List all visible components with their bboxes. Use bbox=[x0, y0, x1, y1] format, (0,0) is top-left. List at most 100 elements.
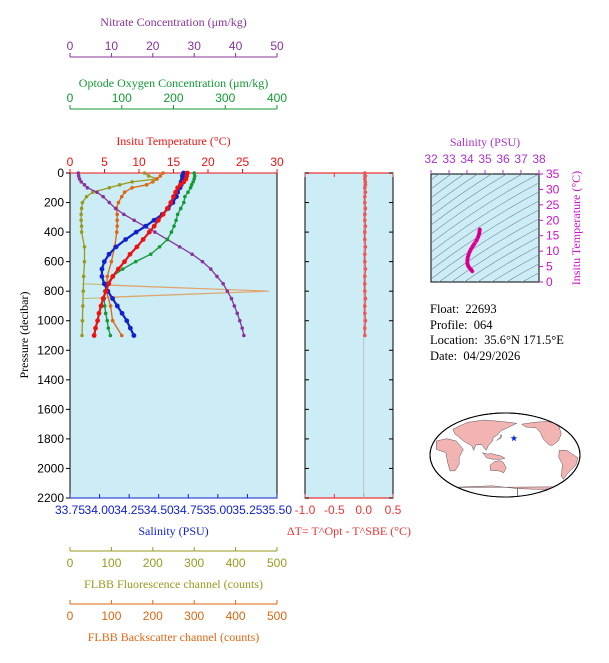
nitrate-tick-label: 30 bbox=[188, 39, 202, 53]
ts-salinity-tick-label: 34 bbox=[460, 152, 474, 166]
backscatter-tick-label: 100 bbox=[101, 609, 121, 623]
delta-t-data-point bbox=[363, 177, 367, 181]
ts-plot-area bbox=[430, 173, 540, 283]
pressure-tick-label: 1200 bbox=[37, 343, 64, 357]
oxygen-data-point bbox=[183, 194, 187, 199]
nitrate-tick-label: 10 bbox=[105, 39, 119, 53]
fluorescence-data-point bbox=[146, 174, 151, 178]
fluorescence-data-point bbox=[82, 245, 87, 249]
salinity-data-point bbox=[127, 325, 133, 331]
ts-temperature-tick-label: 20 bbox=[546, 213, 560, 227]
backscatter-data-point bbox=[119, 194, 124, 199]
oxygen-data-point bbox=[189, 183, 194, 187]
temperature-data-point bbox=[134, 244, 140, 250]
temperature-data-point bbox=[98, 303, 104, 309]
backscatter-data-point bbox=[110, 318, 115, 323]
pressure-tick-label: 1400 bbox=[37, 373, 64, 387]
delta-t-data-point bbox=[363, 190, 368, 195]
oxygen-data-point bbox=[120, 267, 125, 271]
ts-salinity-axis-label: Salinity (PSU) bbox=[450, 135, 520, 149]
temperature-data-point bbox=[155, 217, 161, 223]
backscatter-data-point bbox=[115, 218, 119, 223]
salinity-data-point bbox=[106, 251, 112, 257]
backscatter-data-point bbox=[122, 190, 127, 195]
ts-temperature-tick-label: 35 bbox=[546, 167, 560, 181]
density-contour-line bbox=[431, 191, 539, 262]
nitrate-data-point bbox=[132, 218, 136, 223]
density-contours bbox=[431, 174, 539, 282]
nitrate-data-point bbox=[85, 185, 90, 190]
fluorescence-data-point bbox=[107, 185, 112, 190]
backscatter-data-point bbox=[116, 200, 121, 205]
backscatter-tick-label: 500 bbox=[267, 609, 287, 623]
float-row: Float: 22693 bbox=[430, 302, 564, 318]
pressure-tick-label: 0 bbox=[57, 166, 64, 180]
land-polygon bbox=[481, 452, 506, 460]
fluorescence-data-point bbox=[80, 333, 84, 338]
oxygen-data-point bbox=[106, 326, 111, 330]
delta-t-data-point bbox=[363, 194, 367, 199]
oxygen-tick-label: 0 bbox=[67, 91, 74, 105]
profile-panel: 0200400600800100012001400160018002000220… bbox=[17, 15, 292, 644]
delta-t-data-point bbox=[363, 206, 368, 211]
ts-temperature-tick-label: 10 bbox=[546, 244, 560, 258]
fluorescence-data-point bbox=[130, 180, 134, 184]
delta-t-data-point bbox=[363, 180, 368, 184]
pressure-tick-label: 2000 bbox=[37, 461, 64, 475]
nitrate-data-point bbox=[177, 245, 182, 249]
delta-t-data-point bbox=[363, 267, 368, 271]
temperature-data-point bbox=[175, 185, 181, 191]
ts-temperature-tick-label: 5 bbox=[546, 260, 553, 274]
temperature-data-point bbox=[171, 194, 176, 200]
ts-salinity-tick-label: 38 bbox=[532, 152, 546, 166]
salinity-data-point bbox=[151, 217, 157, 223]
salinity-data-point bbox=[114, 303, 120, 309]
density-contour-line bbox=[431, 174, 539, 244]
ts-temperature-tick-label: 0 bbox=[546, 275, 553, 289]
delta-t-data-point bbox=[363, 326, 367, 330]
oxygen-data-point bbox=[188, 185, 193, 190]
nitrate-data-point bbox=[153, 230, 157, 234]
backscatter-data-point bbox=[161, 171, 165, 175]
salinity-tick-label: 34.75 bbox=[173, 503, 203, 517]
temperature-axis-label: Insitu Temperature (°C) bbox=[116, 134, 230, 148]
salinity-tick-label: 34.50 bbox=[144, 503, 174, 517]
backscatter-data-point bbox=[151, 180, 155, 184]
density-contour-line bbox=[431, 200, 539, 271]
float-location-star bbox=[510, 434, 518, 442]
profile-row: Profile: 064 bbox=[430, 318, 564, 334]
backscatter-data-point bbox=[109, 259, 114, 264]
nitrate-data-point bbox=[229, 296, 234, 301]
oxygen-data-point bbox=[192, 171, 196, 175]
salinity-axis-label: Salinity (PSU) bbox=[138, 524, 208, 538]
fluorescence-data-point bbox=[79, 218, 83, 223]
nitrate-tick-label: 50 bbox=[270, 39, 284, 53]
land-polygon bbox=[521, 421, 562, 446]
fluorescence-data-point bbox=[142, 171, 147, 175]
delta-t-data-point bbox=[363, 252, 367, 257]
temperature-data-point bbox=[93, 325, 98, 331]
nitrate-axis-label: Nitrate Concentration (μm/kg) bbox=[100, 15, 246, 29]
backscatter-data-point bbox=[158, 174, 163, 178]
pressure-tick-label: 1000 bbox=[37, 314, 64, 328]
delta-t-data-point bbox=[363, 281, 367, 286]
ts-data-point bbox=[466, 256, 470, 260]
fluorescence-tick-label: 300 bbox=[184, 556, 204, 570]
world-map bbox=[429, 412, 581, 498]
salinity-data-point bbox=[123, 237, 128, 242]
salinity-tick-label: 34.25 bbox=[114, 503, 144, 517]
temperature-data-point bbox=[103, 288, 109, 294]
temperature-data-point bbox=[181, 179, 187, 185]
ts-data-point bbox=[472, 242, 476, 246]
delta-t-panel: -1.0 -0.5 0.0 0.5 ΔT= T^Opt - T^SBE (°C) bbox=[287, 171, 411, 538]
oxygen-data-point bbox=[186, 190, 190, 195]
delta-t-tick-label: -1.0 bbox=[295, 503, 316, 517]
salinity-data-point bbox=[99, 274, 105, 279]
oxygen-data-point bbox=[133, 259, 138, 264]
ts-salinity-tick-label: 35 bbox=[478, 152, 492, 166]
delta-t-tick-label: 0.0 bbox=[355, 503, 372, 517]
pressure-tick-label: 600 bbox=[44, 255, 64, 269]
salinity-tick-label: 33.75 bbox=[55, 503, 85, 517]
backscatter-spike-line bbox=[107, 284, 269, 298]
